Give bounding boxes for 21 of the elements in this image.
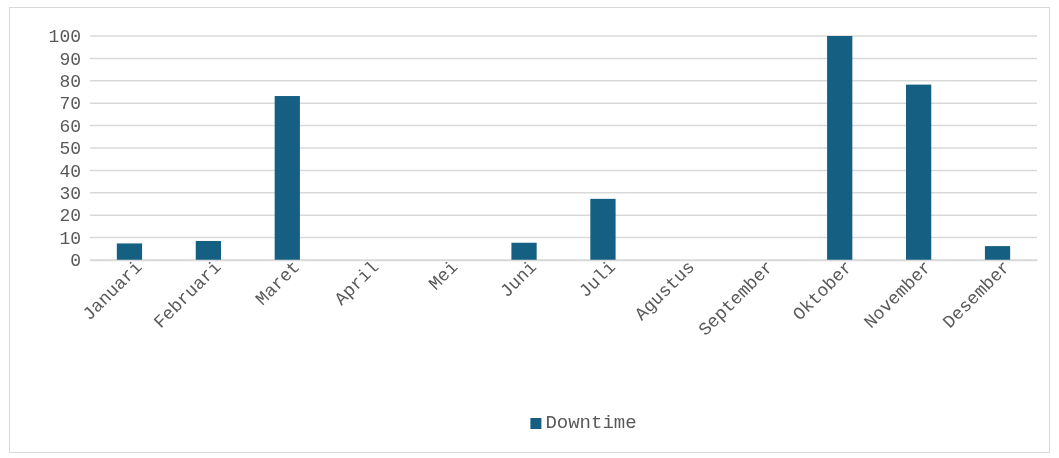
bar bbox=[827, 36, 853, 260]
y-tick-label: 90 bbox=[59, 49, 81, 70]
y-tick-label: 60 bbox=[59, 116, 81, 137]
y-tick-label: 10 bbox=[59, 228, 81, 249]
bar bbox=[274, 96, 300, 260]
y-tick-label: 50 bbox=[59, 139, 81, 160]
y-tick-label: 0 bbox=[70, 251, 81, 272]
y-tick-label: 20 bbox=[59, 206, 81, 227]
y-tick-label: 30 bbox=[59, 184, 81, 205]
y-tick-label: 80 bbox=[59, 72, 81, 93]
y-tick-label: 100 bbox=[48, 27, 81, 48]
bar bbox=[195, 240, 221, 260]
legend-label: Downtime bbox=[545, 412, 637, 434]
bar bbox=[590, 198, 616, 260]
x-tick-label: Mei bbox=[425, 257, 463, 295]
bar bbox=[984, 246, 1011, 260]
y-tick-label: 40 bbox=[59, 161, 81, 182]
bar bbox=[906, 84, 932, 260]
y-tick-label: 70 bbox=[59, 94, 81, 115]
bar bbox=[511, 242, 537, 260]
bar bbox=[116, 243, 143, 260]
